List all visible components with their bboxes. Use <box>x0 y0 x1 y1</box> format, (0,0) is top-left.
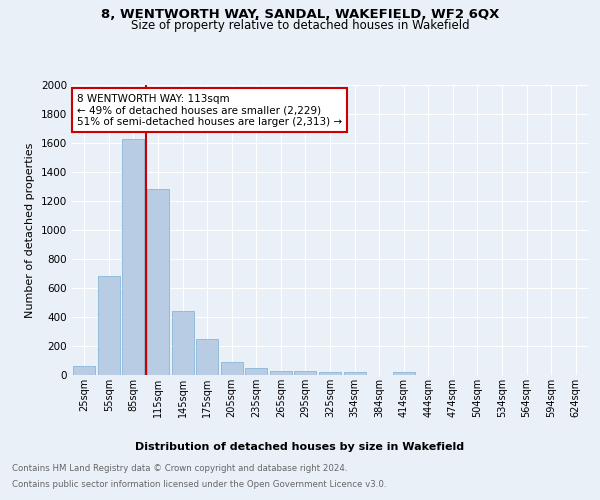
Y-axis label: Number of detached properties: Number of detached properties <box>25 142 35 318</box>
Bar <box>98 276 120 375</box>
Text: Contains public sector information licensed under the Open Government Licence v3: Contains public sector information licen… <box>12 480 386 489</box>
Text: 8 WENTWORTH WAY: 113sqm
← 49% of detached houses are smaller (2,229)
51% of semi: 8 WENTWORTH WAY: 113sqm ← 49% of detache… <box>77 94 342 127</box>
Text: Distribution of detached houses by size in Wakefield: Distribution of detached houses by size … <box>136 442 464 452</box>
Bar <box>245 368 268 375</box>
Text: 8, WENTWORTH WAY, SANDAL, WAKEFIELD, WF2 6QX: 8, WENTWORTH WAY, SANDAL, WAKEFIELD, WF2… <box>101 8 499 20</box>
Text: Size of property relative to detached houses in Wakefield: Size of property relative to detached ho… <box>131 19 469 32</box>
Bar <box>172 311 194 375</box>
Bar <box>344 372 365 375</box>
Bar <box>295 372 316 375</box>
Bar <box>319 372 341 375</box>
Bar <box>147 190 169 375</box>
Bar <box>196 339 218 375</box>
Bar <box>270 370 292 375</box>
Bar <box>122 138 145 375</box>
Bar <box>221 362 243 375</box>
Bar <box>392 372 415 375</box>
Text: Contains HM Land Registry data © Crown copyright and database right 2024.: Contains HM Land Registry data © Crown c… <box>12 464 347 473</box>
Bar <box>73 366 95 375</box>
